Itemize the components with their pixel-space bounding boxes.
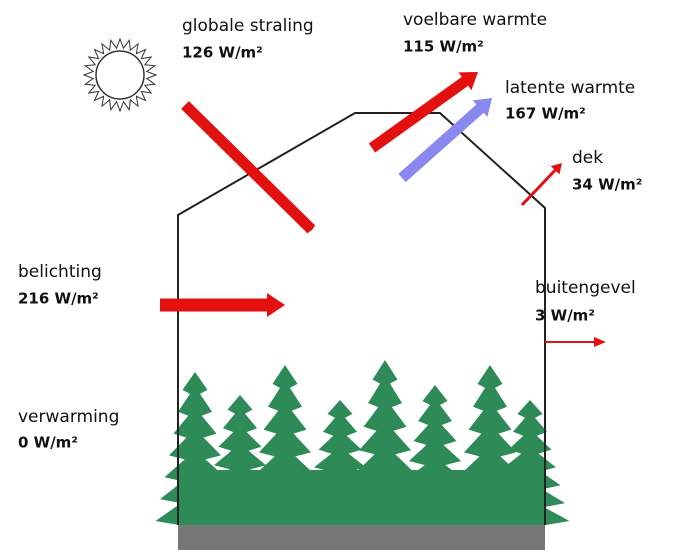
plant <box>155 372 235 525</box>
plant <box>300 400 380 525</box>
plant <box>345 360 425 525</box>
arrow <box>520 163 562 207</box>
value: 216 W/m² <box>18 290 99 308</box>
value: 167 W/m² <box>505 105 586 123</box>
value: 115 W/m² <box>403 38 484 56</box>
label: dek <box>572 148 603 168</box>
label: buitengevel <box>535 278 636 298</box>
arrow <box>160 293 285 317</box>
label: verwarming <box>18 407 119 427</box>
arrow <box>398 98 492 183</box>
label: belichting <box>18 262 102 282</box>
plant <box>245 365 325 525</box>
arrow <box>545 337 606 347</box>
arrow <box>368 72 478 153</box>
value: 3 W/m² <box>535 307 595 325</box>
label: globale straling <box>182 16 314 36</box>
value: 0 W/m² <box>18 434 78 452</box>
arrows <box>160 72 606 347</box>
plant <box>200 395 280 525</box>
greenhouse-outline <box>177 112 546 525</box>
plants <box>155 360 570 525</box>
plant <box>395 385 475 525</box>
label: latente warmte <box>505 78 635 98</box>
sun <box>82 37 158 113</box>
value: 34 W/m² <box>572 176 642 194</box>
value: 126 W/m² <box>182 44 263 62</box>
sun-disc <box>95 50 145 100</box>
plant <box>450 365 530 525</box>
label: voelbare warmte <box>403 10 547 30</box>
arrow <box>181 101 316 234</box>
plant <box>490 400 570 525</box>
ground <box>178 525 545 550</box>
